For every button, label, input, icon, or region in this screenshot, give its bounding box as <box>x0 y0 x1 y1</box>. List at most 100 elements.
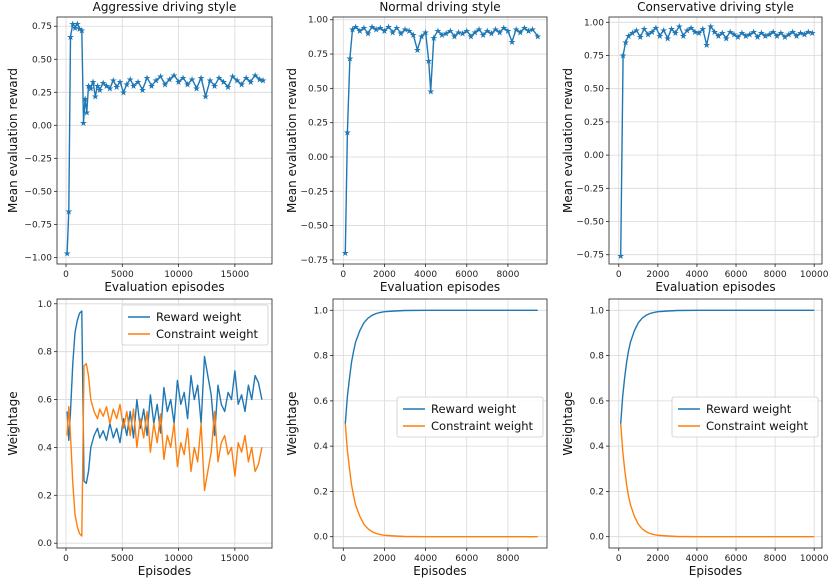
y-tick-label: 0.0 <box>590 533 605 543</box>
x-tick-label: 15000 <box>221 554 250 564</box>
data-point-marker: ★ <box>397 30 405 40</box>
data-point-marker: ★ <box>703 41 711 51</box>
data-point-marker: ★ <box>753 33 761 43</box>
data-point-marker: ★ <box>63 250 71 260</box>
data-point-marker: ★ <box>134 78 142 88</box>
x-axis-label: Evaluation episodes <box>380 280 500 294</box>
data-point-marker: ★ <box>179 74 187 84</box>
data-point-marker: ★ <box>508 38 516 48</box>
data-point-marker: ★ <box>83 108 91 118</box>
data-point-marker: ★ <box>229 73 237 83</box>
y-tick-label: −0.75 <box>300 256 328 266</box>
x-tick-label: 10000 <box>164 270 193 280</box>
y-tick-label: 0.50 <box>308 84 328 94</box>
chart-panel-5: 0 2000 4000 6000 8000 0.0 0.2 0.4 0.6 0.8 1.0 Episo… <box>285 298 548 578</box>
y-tick-label: 0.4 <box>590 442 605 452</box>
series-line-constraint-weight <box>66 362 263 537</box>
chart-panel-1: ★★★★★★★★★★★★★★★★★★★★★★★★★★★★★★★★★★★★★★★★… <box>6 0 273 294</box>
y-tick-label: −0.25 <box>576 184 604 194</box>
data-point-marker: ★ <box>773 32 781 42</box>
y-tick-label: 1.0 <box>314 306 329 316</box>
data-point-marker: ★ <box>707 22 715 32</box>
data-point-marker: ★ <box>430 34 438 44</box>
data-point-marker: ★ <box>475 26 483 36</box>
data-point-marker: ★ <box>512 26 520 36</box>
data-point-marker: ★ <box>781 33 789 43</box>
data-point-marker: ★ <box>401 26 409 36</box>
data-point-marker: ★ <box>161 81 169 91</box>
x-tick-label: 5000 <box>111 554 134 564</box>
data-point-marker: ★ <box>710 28 718 38</box>
data-point-marker: ★ <box>84 82 92 92</box>
data-point-marker: ★ <box>492 26 500 36</box>
y-tick-label: 1.0 <box>38 300 53 310</box>
y-tick-label: −0.50 <box>24 187 52 197</box>
y-tick-label: −0.25 <box>300 187 328 197</box>
series-line-mean-evaluation-reward <box>66 22 264 254</box>
data-point-marker: ★ <box>679 32 687 42</box>
y-tick-label: 0.00 <box>32 121 52 131</box>
data-point-marker: ★ <box>734 33 742 43</box>
y-tick-label: 0.25 <box>32 88 52 98</box>
y-tick-label: 0.6 <box>590 397 605 407</box>
data-point-marker: ★ <box>65 207 73 217</box>
data-point-marker: ★ <box>699 25 707 35</box>
data-point-marker: ★ <box>75 25 83 35</box>
data-point-marker: ★ <box>625 32 633 42</box>
x-axis-label: Evaluation episodes <box>655 280 775 294</box>
data-point-marker: ★ <box>434 27 442 37</box>
y-axis-label: Mean evaluation reward <box>285 68 299 213</box>
data-point-marker: ★ <box>524 27 532 37</box>
series-line-constraint-weight <box>620 423 815 538</box>
data-point-marker: ★ <box>157 73 165 83</box>
data-point-marker: ★ <box>346 54 354 64</box>
x-axis-label: Evaluation episodes <box>104 280 224 294</box>
legend-box <box>671 396 819 438</box>
data-point-marker: ★ <box>785 30 793 40</box>
y-axis-label: Weightage <box>561 391 575 455</box>
x-tick-label: 6000 <box>725 554 748 564</box>
y-tick-label: 0.00 <box>584 151 604 161</box>
legend: Reward weight Constraint weight <box>396 396 544 438</box>
y-tick-label: −0.50 <box>300 222 328 232</box>
data-point-marker: ★ <box>343 128 351 138</box>
legend: Reward weight Constraint weight <box>671 396 819 438</box>
data-point-marker: ★ <box>89 78 97 88</box>
data-point-marker: ★ <box>211 82 219 92</box>
y-tick-label: 0.75 <box>308 50 328 60</box>
data-point-marker: ★ <box>197 74 205 84</box>
y-tick-label: 0.25 <box>584 118 604 128</box>
data-point-marker: ★ <box>349 26 357 36</box>
series-line-mean-evaluation-reward <box>344 25 539 254</box>
x-tick-label: 0 <box>616 270 622 280</box>
x-tick-label: 2000 <box>646 554 669 564</box>
x-tick-label: 10000 <box>800 270 829 280</box>
data-point-marker: ★ <box>126 75 134 85</box>
y-tick-label: 0.50 <box>584 85 604 95</box>
data-point-marker: ★ <box>66 33 74 43</box>
data-point-marker: ★ <box>793 32 801 42</box>
data-point-marker: ★ <box>385 23 393 33</box>
data-point-marker: ★ <box>405 27 413 37</box>
series-line-constraint-weight <box>344 423 538 538</box>
data-point-marker: ★ <box>487 30 495 40</box>
data-point-marker: ★ <box>479 31 487 41</box>
data-point-marker: ★ <box>188 75 196 85</box>
x-tick-label: 4000 <box>685 554 708 564</box>
y-tick-label: 0.75 <box>584 52 604 62</box>
data-point-marker: ★ <box>450 32 458 42</box>
data-point-marker: ★ <box>78 26 86 36</box>
data-point-marker: ★ <box>534 32 542 42</box>
data-point-marker: ★ <box>644 30 652 40</box>
data-point-marker: ★ <box>202 92 210 102</box>
plot-frame <box>56 298 273 549</box>
data-point-marker: ★ <box>389 28 397 38</box>
series-line-reward-weight <box>66 310 263 485</box>
x-tick-label: 0 <box>340 270 346 280</box>
data-point-marker: ★ <box>116 78 124 88</box>
y-tick-label: −1.00 <box>24 253 52 263</box>
data-point-marker: ★ <box>360 24 368 34</box>
data-point-marker: ★ <box>695 29 703 39</box>
data-point-marker: ★ <box>742 32 750 42</box>
data-point-marker: ★ <box>152 77 160 87</box>
